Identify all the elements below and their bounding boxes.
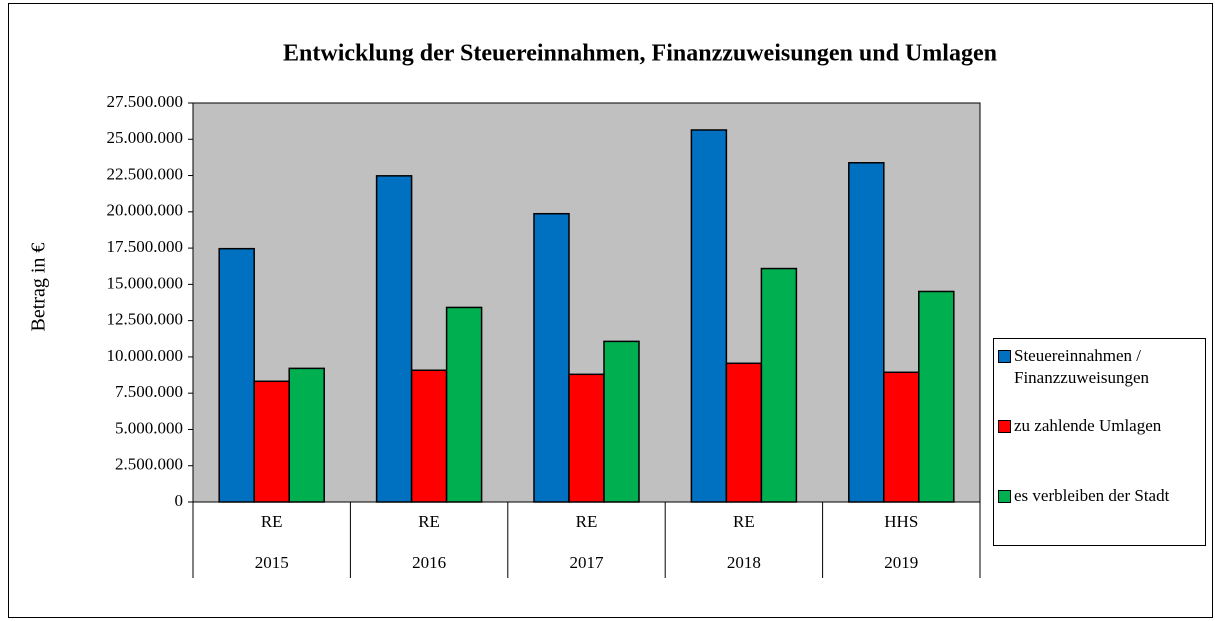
y-tick-label: 27.500.000 xyxy=(107,92,184,111)
x-group-label: 2018 xyxy=(727,553,761,572)
y-tick-label: 5.000.000 xyxy=(115,418,183,437)
x-group-label: 2017 xyxy=(570,553,605,572)
x-group-label: 2015 xyxy=(255,553,289,572)
x-tick-label: RE xyxy=(418,512,440,531)
bar xyxy=(218,247,255,503)
legend-item: Steuereinnahmen / Finanzzuweisungen xyxy=(998,345,1201,415)
y-tick-label: 25.000.000 xyxy=(107,128,184,147)
chart-title: Entwicklung der Steuereinnahmen, Finanzz… xyxy=(283,41,997,67)
legend-swatch xyxy=(998,350,1011,363)
bar xyxy=(410,369,448,503)
legend-item: zu zahlende Umlagen xyxy=(998,415,1201,485)
legend-label: zu zahlende Umlagen xyxy=(1014,416,1162,435)
legend: Steuereinnahmen / Finanzzuweisungen zu za… xyxy=(993,338,1206,546)
y-tick-label: 10.000.000 xyxy=(107,346,184,365)
bar xyxy=(375,175,413,503)
y-axis-label: Betrag in € xyxy=(28,243,50,332)
legend-swatch xyxy=(998,490,1011,503)
legend-label: Steuereinnahmen / Finanzzuweisungen xyxy=(1014,346,1150,387)
bar xyxy=(848,162,885,503)
x-tick-label: RE xyxy=(261,512,283,531)
legend-item: es verbleiben der Stadt xyxy=(998,485,1201,555)
bar xyxy=(725,362,763,503)
x-group-label: 2016 xyxy=(412,553,446,572)
y-tick-label: 20.000.000 xyxy=(107,201,184,220)
y-tick-label: 17.500.000 xyxy=(107,237,184,256)
bar xyxy=(690,129,728,503)
y-tick-label: 12.500.000 xyxy=(107,310,184,329)
bar xyxy=(568,373,605,503)
legend-label: es verbleiben der Stadt xyxy=(1014,486,1170,505)
y-tick-label: 22.500.000 xyxy=(107,164,184,183)
x-tick-label: RE xyxy=(576,512,598,531)
y-tick-label: 0 xyxy=(175,491,184,510)
x-group-label: 2019 xyxy=(884,553,918,572)
bar xyxy=(288,367,325,503)
bar xyxy=(253,380,290,503)
bar xyxy=(603,340,640,503)
legend-swatch xyxy=(998,420,1011,433)
bar xyxy=(445,306,483,503)
bar xyxy=(533,212,570,503)
y-tick-label: 7.500.000 xyxy=(115,382,183,401)
y-tick-label: 2.500.000 xyxy=(115,455,183,474)
bar xyxy=(883,371,920,503)
bar xyxy=(760,267,798,503)
x-tick-label: RE xyxy=(733,512,755,531)
x-tick-label: HHS xyxy=(884,512,918,531)
bar xyxy=(918,290,955,503)
y-tick-label: 15.000.000 xyxy=(107,273,184,292)
